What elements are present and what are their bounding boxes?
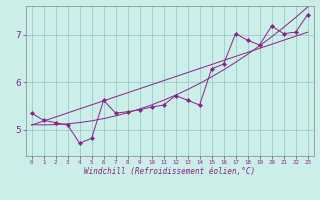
X-axis label: Windchill (Refroidissement éolien,°C): Windchill (Refroidissement éolien,°C)	[84, 167, 255, 176]
